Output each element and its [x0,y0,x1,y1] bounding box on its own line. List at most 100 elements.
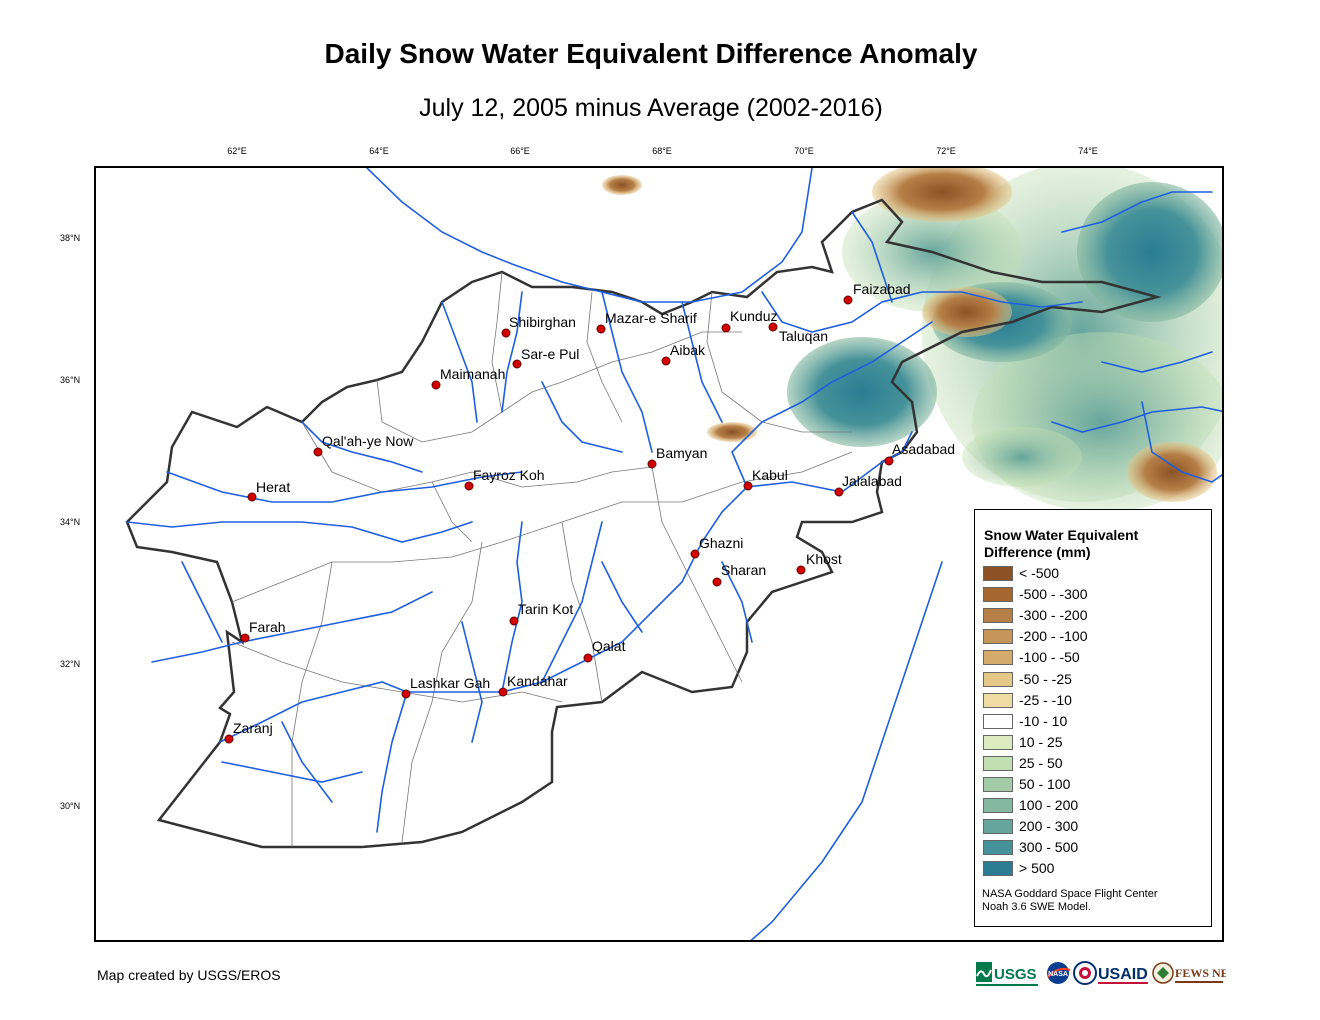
city-marker-zaranj [224,734,234,744]
legend-label: 100 - 200 [1019,797,1079,814]
city-label-jalalabad: Jalalabad [842,473,902,489]
legend-swatch [983,755,1013,771]
city-label-kandahar: Kandahar [507,673,568,689]
city-marker-shibirghan [501,328,511,338]
lon-label-62: 62°E [227,146,247,156]
legend-swatch [983,798,1013,814]
city-marker-qal-ah-ye-now [313,447,323,457]
legend-swatch [983,692,1013,708]
lon-label-72: 72°E [936,146,956,156]
anomaly-shading [602,168,1222,512]
city-marker-maimanah [431,380,441,390]
legend-swatch [983,861,1013,877]
rivers [126,168,1222,940]
city-marker-fayroz-koh [464,481,474,491]
city-label-asadabad: Asadabad [892,441,956,457]
city-label-lashkar-gah: Lashkar Gah [410,675,491,691]
legend: Snow Water Equivalent Difference (mm) < … [974,509,1212,927]
lon-label-68: 68°E [652,146,672,156]
lon-label-66: 66°E [510,146,530,156]
lat-label-36: 36°N [60,375,81,385]
legend-credit: NASA Goddard Space Flight Center Noah 3.… [982,888,1157,914]
legend-label: > 500 [1019,860,1055,877]
country-outline [125,198,1162,849]
city-marker-tarin-kot [509,616,519,626]
lon-label-70: 70°E [794,146,814,156]
city-label-taluqan: Taluqan [779,328,829,344]
legend-swatch [983,650,1013,666]
usgs-logo: USGS [976,960,1040,990]
agency-logos: USGS NASA USAID FEWS NET [976,960,1237,990]
legend-swatch [983,777,1013,792]
map-subtitle: July 12, 2005 minus Average (2002-2016) [419,94,883,122]
city-label-shibirghan: Shibirghan [509,314,576,330]
usaid-logo: USAID [1098,960,1150,990]
city-marker-sharan [712,577,722,587]
legend-label: 50 - 100 [1019,776,1071,792]
city-marker-asadabad [884,456,894,466]
legend-swatch [983,734,1013,750]
city-label-khost: Khost [806,551,842,567]
city-label-kunduz: Kunduz [730,308,778,324]
city-marker-aibak [661,356,671,366]
city-label-sar-e-pul: Sar-e Pul [521,346,580,362]
legend-label: 10 - 25 [1019,733,1063,750]
city-label-farah: Farah [249,619,286,635]
city-marker-bamyan [647,459,657,469]
legend-label: -25 - -10 [1019,691,1072,708]
city-label-bamyan: Bamyan [656,445,708,461]
legend-label: -300 - -200 [1019,607,1088,624]
usaid-seal-icon [1072,960,1100,990]
city-marker-kunduz [721,323,731,333]
legend-title: Snow Water Equivalent Difference (mm) [984,527,1139,560]
city-marker-taluqan [768,322,778,332]
legend-label: -100 - -50 [1019,649,1080,666]
nasa-logo-text: NASA [1048,971,1068,978]
city-marker-kabul [743,481,753,491]
legend-credit-line2: Noah 3.6 SWE Model. [982,901,1091,913]
city-marker-lashkar-gah [401,689,411,699]
fews-net-logo: FEWS NET [1152,960,1237,990]
city-marker-jalalabad [834,487,844,497]
legend-label: < -500 [1019,565,1060,581]
city-label-maimanah: Maimanah [440,366,506,382]
city-label-qalat: Qalat [592,638,626,654]
usgs-logo-text: USGS [994,966,1037,983]
city-label-qal-ah-ye-now: Qal'ah-ye Now [322,433,414,449]
usaid-logo-text: USAID [1098,966,1148,983]
legend-credit-line1: NASA Goddard Space Flight Center [982,888,1158,900]
lon-label-64: 64°E [369,146,389,156]
lat-label-38: 38°N [60,233,81,243]
city-label-fayroz-koh: Fayroz Koh [473,467,545,483]
city-marker-qalat [583,653,593,663]
legend-label: 25 - 50 [1019,754,1063,771]
legend-swatch [983,713,1013,729]
map-credit: Map created by USGS/EROS [97,967,281,983]
lon-label-74: 74°E [1078,146,1098,156]
map-title: Daily Snow Water Equivalent Difference A… [324,38,978,69]
legend-swatch [983,840,1013,856]
legend-label: -200 - -100 [1019,628,1088,645]
city-label-faizabad: Faizabad [853,281,911,297]
city-label-ghazni: Ghazni [699,535,744,551]
lat-label-30: 30°N [60,801,81,811]
legend-swatch [983,819,1013,835]
city-label-zaranj: Zaranj [233,720,273,736]
city-marker-sar-e-pul [512,359,522,369]
legend-label: -10 - 10 [1019,712,1068,729]
legend-label: 200 - 300 [1019,818,1079,835]
city-marker-herat [247,492,257,502]
legend-swatch [983,566,1013,581]
city-marker-mazar-e-sharif [596,324,606,334]
nasa-logo: NASA [1044,960,1074,990]
city-marker-faizabad [843,295,853,305]
legend-label: -50 - -25 [1019,670,1072,687]
city-label-kabul: Kabul [752,467,788,483]
legend-swatch [983,671,1013,687]
city-label-herat: Herat [256,479,291,495]
city-marker-ghazni [690,549,700,559]
legend-label: -500 - -300 [1019,586,1088,603]
legend-swatch [983,629,1013,645]
lat-label-34: 34°N [60,517,81,527]
city-label-mazar-e-sharif: Mazar-e Sharif [605,310,697,326]
